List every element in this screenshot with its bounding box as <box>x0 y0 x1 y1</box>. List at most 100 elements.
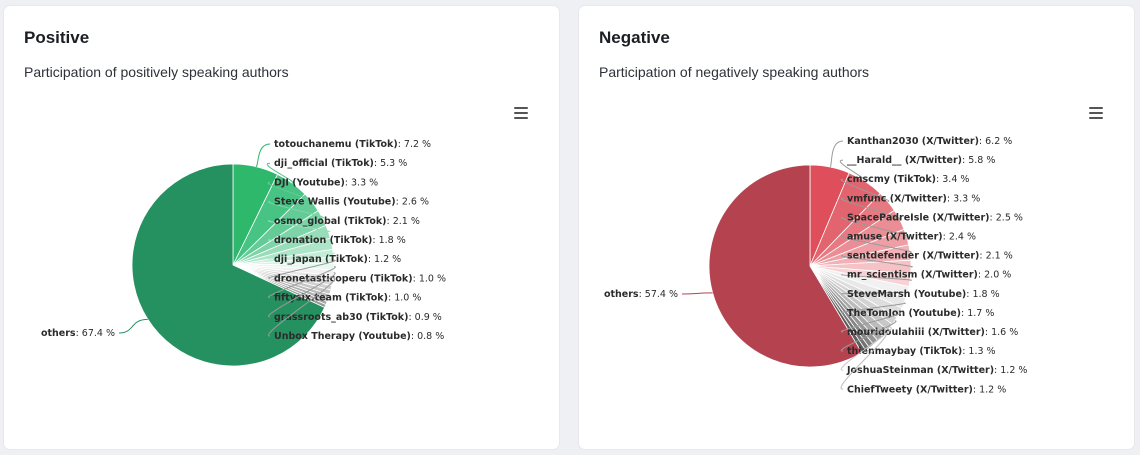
pie-slice[interactable] <box>708 164 863 368</box>
pie-data-label: JoshuaSteinman (X/Twitter): 1.2 % <box>846 365 1027 376</box>
slice-value: : 3.3 % <box>345 177 378 188</box>
slice-label: osmo_global (TikTok) <box>274 216 387 227</box>
connector-line <box>268 266 336 299</box>
connector-line <box>841 236 912 253</box>
negative-card: Negative Participation of negatively spe… <box>579 6 1134 449</box>
slice-value: : 1.0 % <box>388 293 421 304</box>
slice-label: Steve Wallis (Youtube) <box>274 197 396 208</box>
connector-line <box>267 181 314 203</box>
slice-label: dji_japan (TikTok) <box>274 254 368 265</box>
pie-slice[interactable] <box>131 163 326 367</box>
slice-label: mouridoulahiii (X/Twitter) <box>847 327 985 338</box>
slice-label: fiftysix.team (TikTok) <box>274 293 388 304</box>
slice-value: : 1.2 % <box>368 254 401 265</box>
slice-value: : 2.1 % <box>979 251 1012 262</box>
pie-data-label: mr_scientism (X/Twitter): 2.0 % <box>847 270 1011 281</box>
slice-label: sentdefender (X/Twitter) <box>847 251 979 262</box>
connector-line <box>267 201 325 219</box>
slice-value: : 0.8 % <box>411 331 444 342</box>
slice-label: dronation (TikTok) <box>274 235 372 246</box>
positive-card: Positive Participation of positively spe… <box>4 6 559 449</box>
connector-line <box>840 312 902 333</box>
connector-line <box>268 220 331 233</box>
connector-line <box>839 159 867 183</box>
connector-line <box>268 277 336 337</box>
pie-data-label: vmfunc (X/Twitter): 3.3 % <box>847 193 980 204</box>
slice-label: dronetasticoperu (TikTok) <box>274 273 413 284</box>
slice-label: others <box>41 328 76 339</box>
slice-label: thienmaybay (TikTok) <box>847 346 962 357</box>
positive-pie-chart: totouchanemu (TikTok): 7.2 % dji_official… <box>41 139 446 367</box>
slice-label: DJI (Youtube) <box>274 177 345 188</box>
connector-line <box>841 291 910 295</box>
pie-data-label: grassroots_ab30 (TikTok): 0.9 % <box>274 312 442 323</box>
pie-data-label: dji_japan (TikTok): 1.2 % <box>274 254 401 265</box>
slice-label: __Harald__ (X/Twitter) <box>847 155 962 166</box>
slice-value: : 1.2 % <box>973 384 1006 395</box>
pie-data-label: Unbox Therapy (Youtube): 0.8 % <box>274 331 444 342</box>
slice-value: : 1.8 % <box>372 235 405 246</box>
pie-data-label: others: 57.4 % <box>604 289 678 300</box>
pie-data-label: dji_official (TikTok): 5.3 % <box>274 158 407 169</box>
slice-value: : 1.2 % <box>994 365 1027 376</box>
pie-data-label: others: 67.4 % <box>41 328 115 339</box>
slice-label: Unbox Therapy (Youtube) <box>274 331 411 342</box>
pie-data-label: __Harald__ (X/Twitter): 5.8 % <box>847 155 995 166</box>
slice-label: Kanthan2030 (X/Twitter) <box>847 136 979 147</box>
pie-data-label: dronation (TikTok): 1.8 % <box>274 235 406 246</box>
slice-value: : 57.4 % <box>639 289 678 300</box>
slice-label: grassroots_ab30 (TikTok) <box>274 312 408 323</box>
slice-value: : 1.3 % <box>962 346 995 357</box>
slice-value: : 5.8 % <box>962 155 995 166</box>
pie-data-label: fiftysix.team (TikTok): 1.0 % <box>274 293 421 304</box>
card-title: Negative <box>599 28 670 47</box>
slice-value: : 5.3 % <box>374 158 407 169</box>
connector-line <box>268 272 336 318</box>
slice-value: : 2.1 % <box>387 216 420 227</box>
connector-line <box>268 259 336 279</box>
connector-line <box>841 302 906 314</box>
pie-data-label: Steve Wallis (Youtube): 2.6 % <box>274 197 429 208</box>
connector-line <box>255 143 271 168</box>
pie-data-label: DJI (Youtube): 3.3 % <box>274 177 378 188</box>
slice-value: : 6.2 % <box>979 136 1012 147</box>
slice-label: TheTomJon (Youtube) <box>847 308 961 319</box>
pie-data-label: SteveMarsh (Youtube): 1.8 % <box>847 289 1000 300</box>
connector-line <box>268 252 336 260</box>
slice-value: : 1.6 % <box>985 327 1018 338</box>
connector-line <box>681 292 713 295</box>
pie-data-label: mouridoulahiii (X/Twitter): 1.6 % <box>847 327 1018 338</box>
slice-label: SteveMarsh (Youtube) <box>847 289 966 300</box>
slice-label: others <box>604 289 639 300</box>
connector-line <box>840 332 887 390</box>
slice-value: : 67.4 % <box>76 328 115 339</box>
hamburger-menu-icon[interactable] <box>1089 107 1103 119</box>
slice-label: cmscmy (TikTok) <box>847 174 936 185</box>
slice-label: SpacePadreIsle (X/Twitter) <box>847 212 990 223</box>
slice-value: : 2.4 % <box>943 232 976 243</box>
pie-data-label: Kanthan2030 (X/Twitter): 6.2 % <box>847 136 1012 147</box>
pie-data-label: amuse (X/Twitter): 2.4 % <box>847 232 976 243</box>
pie-data-label: SpacePadreIsle (X/Twitter): 2.5 % <box>847 212 1023 223</box>
slice-label: totouchanemu (TikTok) <box>274 139 398 150</box>
pie-data-label: totouchanemu (TikTok): 7.2 % <box>274 139 431 150</box>
slice-value: : 0.9 % <box>408 312 441 323</box>
slice-value: : 2.6 % <box>396 197 429 208</box>
negative-pie-chart: Kanthan2030 (X/Twitter): 6.2 % __Harald__… <box>604 136 1027 395</box>
card-subtitle: Participation of negatively speaking aut… <box>599 64 870 80</box>
slice-value: : 1.0 % <box>413 273 446 284</box>
pie-data-label: thienmaybay (TikTok): 1.3 % <box>847 346 996 357</box>
card-title: Positive <box>24 28 90 47</box>
slice-label: mr_scientism (X/Twitter) <box>847 270 978 281</box>
connector-line <box>840 178 890 203</box>
slice-value: : 2.0 % <box>978 270 1011 281</box>
slice-label: amuse (X/Twitter) <box>847 232 943 243</box>
hamburger-menu-icon[interactable] <box>514 107 528 119</box>
slice-value: : 3.4 % <box>936 174 969 185</box>
connector-line <box>841 274 912 281</box>
connector-line <box>829 140 844 168</box>
slice-value: : 7.2 % <box>398 139 431 150</box>
slice-label: dji_official (TikTok) <box>274 158 374 169</box>
slice-label: JoshuaSteinman (X/Twitter) <box>846 365 994 376</box>
connector-line <box>268 239 334 245</box>
